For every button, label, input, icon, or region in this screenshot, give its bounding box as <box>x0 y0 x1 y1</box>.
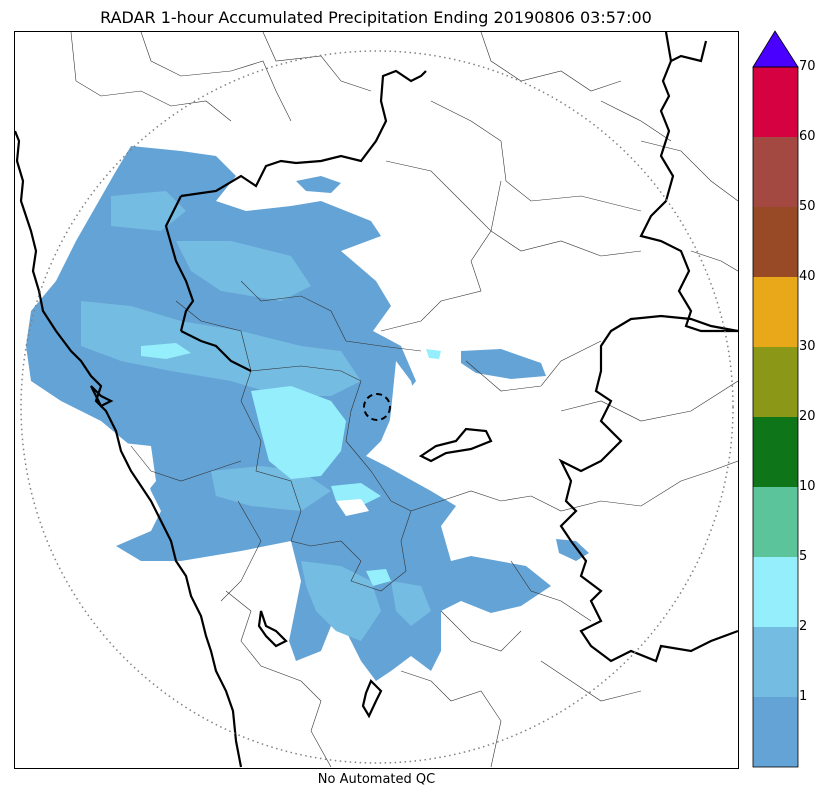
colorbar-bin-30-40 <box>753 277 798 347</box>
colorbar-bin-60-70 <box>753 67 798 137</box>
colorbar-bin-2-5 <box>753 557 798 627</box>
colorbar-bin-0-1 <box>753 697 798 767</box>
colorbar-tick-label: 40 <box>799 269 816 284</box>
colorbar-tick-label: 20 <box>799 409 816 424</box>
district-borders <box>70 32 738 768</box>
radar-map-svg <box>15 32 738 768</box>
colorbar-tick-label: 2 <box>799 619 808 634</box>
chart-title: RADAR 1-hour Accumulated Precipitation E… <box>100 8 652 27</box>
colorbar-tick-label: 50 <box>799 199 816 214</box>
colorbar-bin-20-30 <box>753 347 798 417</box>
radar-map <box>14 31 739 769</box>
colorbar-tick-label: 5 <box>799 549 808 564</box>
range-ring <box>20 50 734 764</box>
qc-note: No Automated QC <box>317 772 436 787</box>
radar-site-marker <box>363 393 391 421</box>
colorbar-tick-label: 60 <box>799 129 816 144</box>
colorbar-frame <box>752 66 799 768</box>
colorbar-tick-label: 70 <box>799 59 816 74</box>
colorbar <box>752 30 799 768</box>
colorbar-tick-label: 30 <box>799 339 816 354</box>
colorbar-bin-40-50 <box>753 207 798 277</box>
state-borders <box>164 32 738 719</box>
coastline <box>15 130 243 768</box>
colorbar-extend-triangle <box>752 30 799 68</box>
colorbar-bin-1-2 <box>753 627 798 697</box>
colorbar-tick-label: 1 <box>799 689 808 704</box>
colorbar-bin-5-10 <box>753 487 798 557</box>
colorbar-bin-10-20 <box>753 417 798 487</box>
colorbar-bin-50-60 <box>753 137 798 207</box>
colorbar-tick-label: 10 <box>799 479 816 494</box>
precip-field-cyan <box>141 343 441 586</box>
